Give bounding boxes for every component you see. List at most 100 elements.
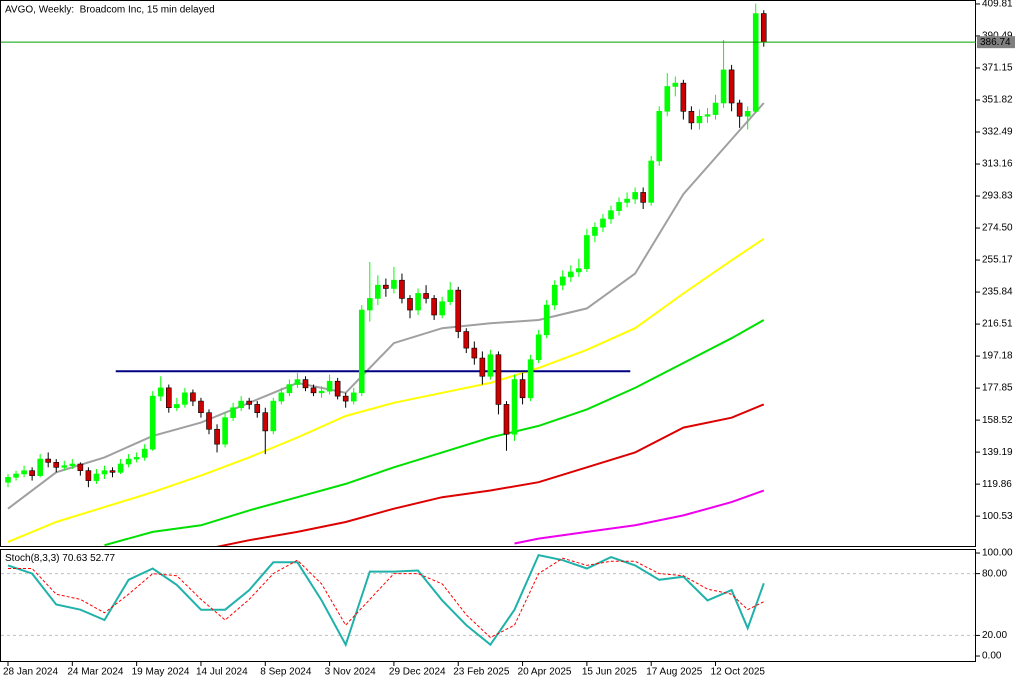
candle-body [760,13,767,43]
candle-body [366,298,373,311]
candle-body [624,198,630,203]
moving-average [514,489,765,545]
candle-body [680,82,687,112]
y-tick-label: 390.49 [982,31,1013,42]
candle-body [101,470,108,475]
candle-body [383,284,389,289]
candle-body [13,473,19,478]
candle-body [358,309,365,394]
candle-body [125,458,132,465]
y-tick-label: 274.50 [982,223,1013,234]
candle-body [206,412,212,430]
last-price-box [977,36,1015,49]
candle-body [519,379,526,399]
y-tick-label: 255.17 [982,255,1013,266]
candle-body [632,192,638,200]
candle-body [503,404,510,435]
y-tick-label: 100.00 [982,548,1013,559]
indicator-value: 70.63 [62,553,87,564]
candle-body [551,284,558,306]
candle-body [640,192,646,203]
candle-body [230,407,236,418]
candle-body [93,473,100,481]
price-panel [0,0,976,547]
candle-body [133,457,140,460]
x-tick-label: 15 Jun 2025 [582,667,637,678]
candle-body [567,271,574,278]
x-tick-label: 23 Feb 2025 [453,667,510,678]
candle-body [672,82,679,87]
candle-body [712,102,719,115]
candle-body [423,293,429,299]
y-tick-label: 216.51 [982,319,1013,330]
indicator-panel [0,549,976,662]
marks [1,3,976,648]
x-tick-label: 28 Jan 2024 [3,667,58,678]
y-tick-label: 80.00 [982,568,1007,579]
candle-body [302,379,309,389]
candle-body [182,392,188,405]
candle-body [415,293,421,311]
x-tick-label: 17 Aug 2025 [646,667,703,678]
y-tick-label: 100.53 [982,511,1013,522]
stochastic-line [7,553,765,648]
candle-body [270,400,277,432]
candle-body [85,470,92,481]
x-tick-label: 8 Sep 2024 [260,667,312,678]
y-tick-label: 351.82 [982,95,1013,106]
candle-body [334,380,341,397]
y-tick-label: 0.00 [982,651,1002,662]
candle-body [407,298,413,311]
moving-average [7,102,765,510]
candle-body [69,463,76,466]
y-tick-label: 119.86 [982,479,1012,490]
y-tick-label: 313.16 [982,159,1013,170]
x-tick-label: 14 Jul 2024 [196,667,248,678]
candle-body [286,384,293,394]
chart-title: AVGO, Weekly: Broadcom Inc, 15 min delay… [5,5,215,16]
x-tick-label: 29 Dec 2024 [389,667,446,678]
y-tick-label: 177.85 [982,383,1013,394]
moving-average [104,319,765,546]
candle-body [463,331,470,349]
candle-body [664,86,671,112]
candle-body [238,400,244,409]
candle-body [616,202,622,211]
candle-body [61,465,68,468]
candle-body [21,470,27,475]
candle-body [190,392,196,402]
candle-body [342,395,349,402]
candle-body [77,463,84,471]
candle-body [447,289,454,303]
candle-body [720,69,727,104]
candle-body [174,404,180,409]
candle-body [45,458,52,463]
candle-body [37,458,43,476]
candle-body [656,110,663,162]
candle-body [495,354,502,405]
y-tick-label: 409.81 [982,0,1013,10]
candle-body [318,390,325,394]
x-tick-label: 3 Nov 2024 [325,667,377,678]
moving-average [216,403,765,546]
candle-body [479,357,486,377]
candle-body [600,218,606,228]
candle-body [326,380,333,392]
candle-body [5,476,11,483]
candle-body [141,448,148,458]
y-tick-label: 158.52 [982,415,1013,426]
candle-body [117,463,124,473]
candle-body [752,13,759,112]
indicator-value: 52.77 [90,553,115,564]
candle-body [254,404,261,413]
candle-body [608,210,614,220]
indicator-name: Stoch(8,3,3) [5,553,59,564]
candle-body [535,334,542,360]
candle-body [262,412,269,432]
candle-body [246,400,252,405]
candle-body [399,279,405,299]
x-tick-label: 24 Mar 2024 [67,667,124,678]
stochastic-line [8,557,765,639]
candle-body [431,298,437,316]
